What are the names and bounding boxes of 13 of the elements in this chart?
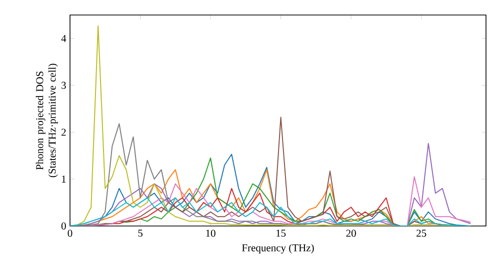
x-tick-label: 15 xyxy=(276,230,286,237)
x-tick-label: 5 xyxy=(138,230,142,237)
y-tick-label: 4 xyxy=(61,34,66,42)
x-axis-title: Frequency (THz) xyxy=(242,244,314,254)
y-axis-title: Phonon projected DOS (States/THz·primitive cell) xyxy=(36,64,58,178)
y-tick-label: 1 xyxy=(62,176,66,183)
y-tick-label: 3 xyxy=(62,82,66,89)
x-tick-label: 25 xyxy=(416,230,426,237)
x-tick-label: 20 xyxy=(346,230,356,237)
y-tick-label: 2 xyxy=(62,128,66,136)
y-tick-label: 0 xyxy=(61,222,66,230)
x-tick-label: 0 xyxy=(68,230,72,237)
x-tick-label: 10 xyxy=(206,230,216,237)
